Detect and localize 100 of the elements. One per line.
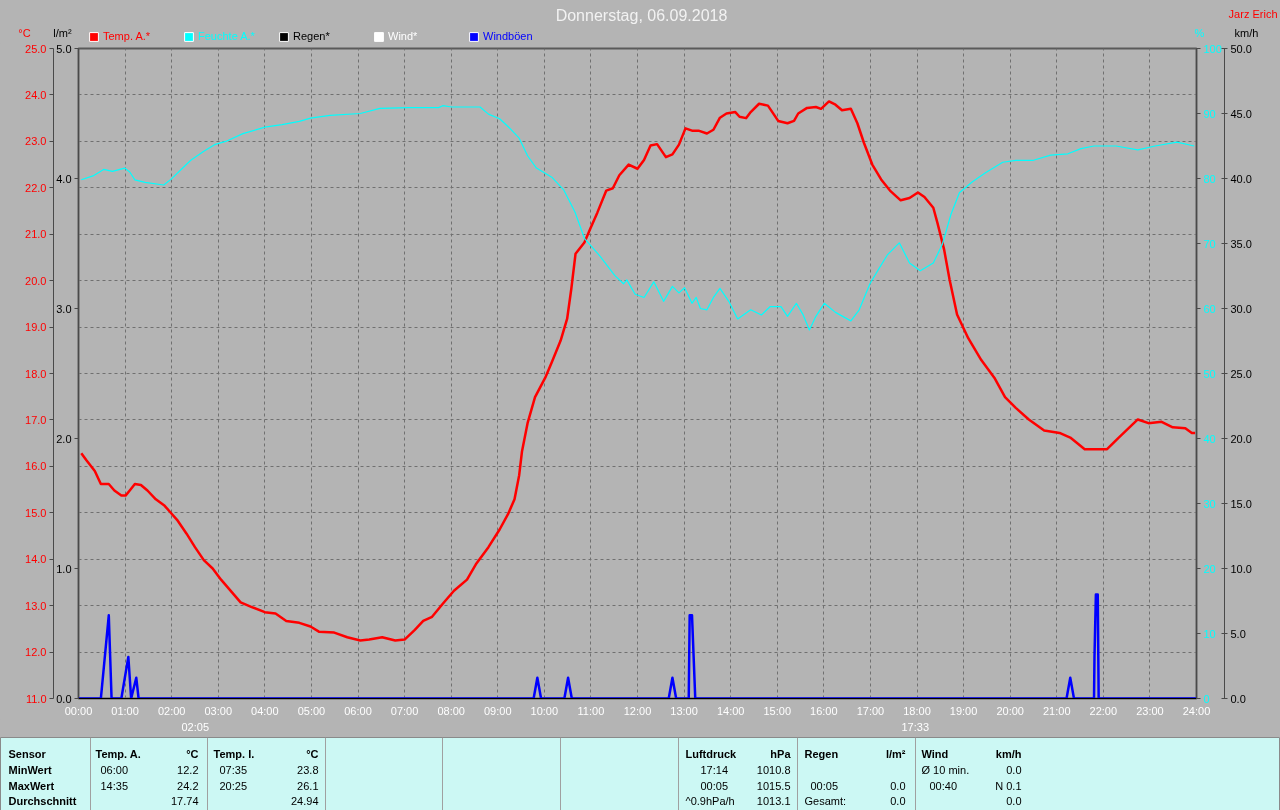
y2-tick-label: 70 — [1203, 237, 1216, 250]
y2-tick-label: 0 — [1203, 692, 1210, 705]
x-tick-label: 13:00 — [670, 704, 698, 717]
text: hPa — [770, 747, 792, 760]
x-tick-label: 23:00 — [1136, 704, 1164, 717]
y2-tick-label: 80 — [1203, 172, 1216, 185]
x-tick-label: 03:00 — [204, 704, 233, 717]
text: 5.0 — [56, 42, 72, 55]
text: km/h — [995, 747, 1022, 760]
y3-tick-label: 45.0 — [1230, 107, 1252, 120]
x-tick-label: 22:00 — [1089, 704, 1118, 717]
y2-tick-label: 50 — [1203, 367, 1216, 380]
text: 17:14 — [700, 763, 729, 776]
x-tick-label: 19:00 — [949, 704, 978, 717]
x-tick-label: 08:00 — [437, 704, 465, 717]
y2-tick-label: 40 — [1203, 432, 1216, 445]
text: MinWert — [8, 763, 53, 776]
y-tick-label: 16.0 — [25, 460, 47, 473]
y2-tick-label: 10 — [1203, 627, 1216, 640]
text: 12.2 — [177, 763, 199, 776]
text: °C — [186, 747, 199, 760]
text: 2.0 — [56, 432, 72, 445]
x-tick-label: 24:00 — [1182, 704, 1211, 717]
x-tick-label: 15:00 — [763, 704, 792, 717]
y-axis-title: °C — [18, 26, 31, 39]
y2-tick-label: 20 — [1203, 562, 1216, 575]
text: Temp. A. — [95, 747, 141, 760]
text: 1013.1 — [756, 794, 791, 807]
y-tick-label: 18.0 — [25, 367, 47, 380]
text: MaxWert — [8, 779, 55, 792]
text: 0.0 — [1006, 794, 1022, 807]
text: Regen — [804, 747, 839, 760]
x-tick-label: 18:00 — [903, 704, 931, 717]
text: 17:33 — [901, 720, 930, 733]
y-tick-label: 24.0 — [25, 88, 47, 101]
text: Luftdruck — [685, 747, 738, 760]
text: Jarz Erich — [1228, 7, 1278, 20]
y-tick-label: 13.0 — [25, 599, 47, 612]
x-tick-label: 04:00 — [251, 704, 279, 717]
y-tick-label: 25.0 — [25, 42, 47, 55]
x-tick-label: 20:00 — [996, 704, 1024, 717]
y-tick-label: 23.0 — [25, 135, 47, 148]
y3-tick-label: 5.0 — [1230, 627, 1246, 640]
x-tick-label: 01:00 — [111, 704, 139, 717]
legend-label: Wind* — [388, 30, 418, 42]
text: 0.0 — [890, 779, 906, 792]
x-tick-label: 09:00 — [483, 704, 512, 717]
x-tick-label: 10:00 — [530, 704, 559, 717]
y2-tick-label: 90 — [1203, 107, 1216, 120]
x-tick-label: 02:00 — [157, 704, 186, 717]
x-tick-label: 00:00 — [64, 704, 93, 717]
text: 17.74 — [170, 794, 199, 807]
text: Gesamt: — [804, 794, 847, 807]
text: 0.0 — [890, 794, 906, 807]
y-tick-label: 14.0 — [25, 553, 47, 566]
text: 06:00 — [100, 763, 129, 776]
text: N 0.1 — [995, 779, 1022, 792]
y3-tick-label: 20.0 — [1230, 432, 1252, 445]
y-tick-label: 17.0 — [25, 413, 47, 426]
text: 00:05 — [810, 779, 839, 792]
y3-axis-title: km/h — [1234, 26, 1259, 39]
y-tick-label: 12.0 — [25, 646, 47, 659]
text: 14:35 — [100, 779, 129, 792]
text: 26.1 — [297, 779, 319, 792]
text: 4.0 — [56, 172, 72, 185]
line-series — [80, 105, 1195, 331]
text: 1015.5 — [756, 779, 791, 792]
y3-tick-label: 35.0 — [1230, 237, 1252, 250]
x-tick-label: 11:00 — [577, 704, 605, 717]
text: 3.0 — [56, 302, 72, 315]
y3-tick-label: 40.0 — [1230, 172, 1252, 185]
text: 24.2 — [177, 779, 199, 792]
text: l/m² — [53, 26, 72, 39]
text: 02:05 — [181, 720, 210, 733]
text: l/m² — [885, 747, 906, 760]
y3-tick-label: 0.0 — [1230, 692, 1246, 705]
y3-tick-label: 15.0 — [1230, 497, 1252, 510]
chart-title: Donnerstag, 06.09.2018 — [555, 7, 728, 24]
text: 0.0 — [56, 692, 72, 705]
y2-tick-label: 60 — [1203, 302, 1216, 315]
legend-label: Feuchte A.* — [198, 30, 255, 42]
text: °C — [306, 747, 319, 760]
x-tick-label: 12:00 — [623, 704, 652, 717]
y3-tick-label: 25.0 — [1230, 367, 1252, 380]
y2-tick-label: 30 — [1203, 497, 1216, 510]
text: 23.8 — [297, 763, 319, 776]
text: ^0.9hPa/h — [685, 794, 735, 807]
x-tick-label: 17:00 — [856, 704, 885, 717]
x-tick-label: 05:00 — [297, 704, 326, 717]
y3-tick-label: 10.0 — [1230, 562, 1252, 575]
x-tick-label: 21:00 — [1042, 704, 1071, 717]
line-series — [78, 593, 1197, 699]
text: Temp. I. — [213, 747, 255, 760]
y-tick-label: 20.0 — [25, 274, 47, 287]
y2-axis-title: % — [1194, 26, 1205, 39]
y3-tick-label: 50.0 — [1230, 42, 1252, 55]
y3-tick-label: 30.0 — [1230, 302, 1252, 315]
x-tick-label: 14:00 — [716, 704, 745, 717]
text: Durchschnitt — [8, 794, 77, 807]
legend-label: Windböen — [483, 30, 533, 42]
